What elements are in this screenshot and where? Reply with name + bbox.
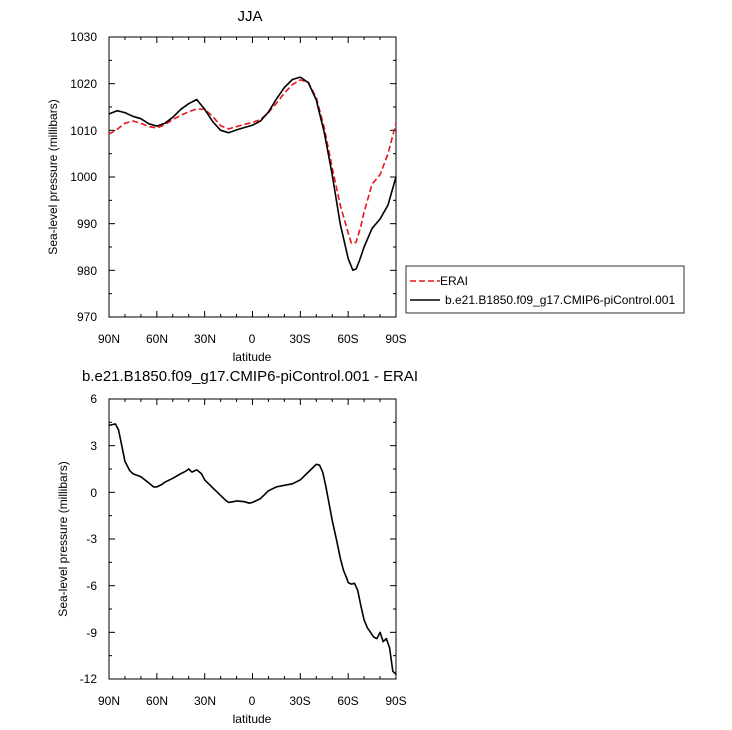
top-y-tick-label: 990	[77, 217, 97, 231]
top-plot-frame	[108, 36, 397, 318]
top-x-tick-label: 90N	[98, 332, 120, 346]
top-y-tick-label: 1010	[70, 124, 97, 138]
bottom-y-tick-label: 0	[90, 486, 97, 500]
legend-label-model: b.e21.B1850.f09_g17.CMIP6-piControl.001	[445, 293, 675, 307]
top-series-line-1	[108, 76, 397, 272]
top-ticks	[108, 36, 397, 318]
bottom-x-axis-label: latitude	[233, 712, 272, 726]
bottom-series-lines	[108, 423, 397, 675]
bottom-ticks	[108, 398, 397, 680]
bottom-y-tick-label: -12	[80, 672, 98, 686]
bottom-y-tick-label: 6	[90, 392, 97, 406]
top-x-tick-label: 60S	[337, 332, 358, 346]
top-x-tick-label: 30S	[289, 332, 310, 346]
top-y-axis-label: Sea-level pressure (millibars)	[46, 99, 60, 254]
top-x-tick-label: 90S	[385, 332, 406, 346]
bottom-y-tick-label: -9	[86, 626, 97, 640]
legend-label-erai: ERAI	[440, 274, 468, 288]
legend-box	[405, 265, 685, 314]
bottom-y-axis-label: Sea-level pressure (millibars)	[56, 461, 70, 616]
bottom-panel: b.e21.B1850.f09_g17.CMIP6-piControl.001 …	[56, 368, 418, 726]
bottom-x-tick-label: 90S	[385, 694, 406, 708]
bottom-x-tick-label: 90N	[98, 694, 120, 708]
top-chart-title: JJA	[237, 8, 262, 25]
top-series-lines	[108, 76, 397, 272]
bottom-y-tick-label: -6	[86, 579, 97, 593]
top-x-tick-label: 0	[249, 332, 256, 346]
top-y-tick-label: 980	[77, 264, 97, 278]
top-x-tick-label: 30N	[194, 332, 216, 346]
top-y-tick-label: 1020	[70, 77, 97, 91]
bottom-y-tick-label: -3	[86, 532, 97, 546]
bottom-y-tick-label: 3	[90, 439, 97, 453]
top-y-tick-label: 1030	[70, 30, 97, 44]
top-panel: JJA 1030 1020 1010 1000 990 980 970 90N …	[46, 8, 685, 364]
bottom-x-tick-label: 60S	[337, 694, 358, 708]
top-y-tick-label: 970	[77, 310, 97, 324]
top-series-line-0	[108, 79, 397, 245]
bottom-x-tick-label: 30S	[289, 694, 310, 708]
bottom-series-line-0	[108, 423, 397, 675]
legend: ERAI b.e21.B1850.f09_g17.CMIP6-piControl…	[405, 265, 685, 314]
bottom-x-tick-label: 30N	[194, 694, 216, 708]
top-x-tick-label: 60N	[146, 332, 168, 346]
bottom-x-tick-label: 0	[249, 694, 256, 708]
bottom-chart-title: b.e21.B1850.f09_g17.CMIP6-piControl.001 …	[82, 368, 418, 385]
top-x-axis-label: latitude	[233, 350, 272, 364]
top-y-tick-label: 1000	[70, 170, 97, 184]
bottom-plot-frame	[108, 398, 397, 680]
bottom-x-tick-label: 60N	[146, 694, 168, 708]
